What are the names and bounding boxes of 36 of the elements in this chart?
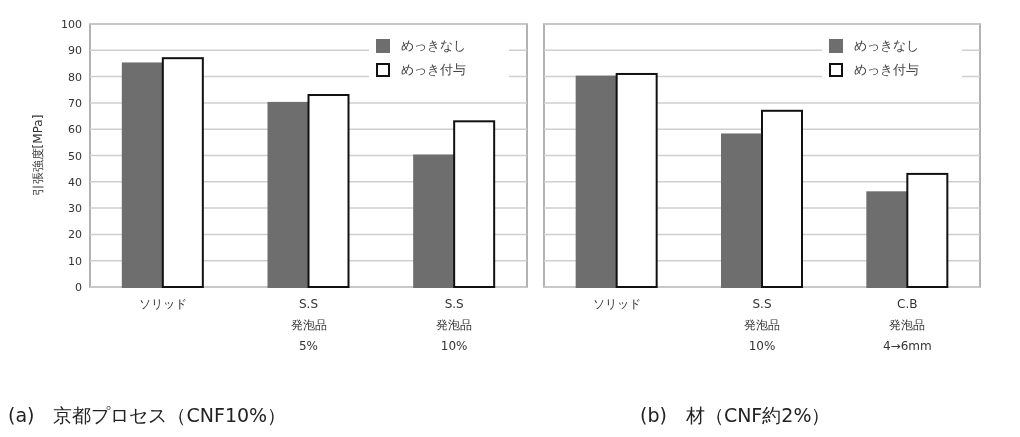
- y-tick-label: 50: [68, 149, 82, 163]
- legend-label: めっき付与: [854, 62, 919, 77]
- y-tick-label: 20: [68, 228, 82, 242]
- y-tick-label: 100: [61, 18, 82, 31]
- legend-label: めっきなし: [854, 38, 919, 53]
- bar: [453, 120, 496, 288]
- text: (b) 材（CNF約2%）: [640, 404, 831, 426]
- x-tick-label: ソリッド: [592, 297, 641, 311]
- legend-label: めっきなし: [401, 38, 466, 53]
- y-axis-title: 引張強度[MPa]: [31, 114, 45, 197]
- y-tick-label: 60: [68, 123, 82, 137]
- x-tick-label: ソリッド: [138, 297, 187, 311]
- bar: [413, 154, 456, 288]
- y-tick-label: 70: [68, 96, 82, 110]
- x-tick-label: S.S 発泡品 10%: [436, 297, 473, 353]
- bar: [307, 94, 350, 288]
- y-tick-label: 0: [75, 281, 82, 294]
- legend-label: めっき付与: [401, 62, 466, 77]
- text: (a) 京都プロセス（CNF10%）: [8, 404, 287, 426]
- bar: [121, 62, 164, 288]
- bar: [761, 109, 803, 288]
- bar: [161, 57, 204, 288]
- bar: [615, 72, 658, 288]
- y-tick-label: 40: [68, 175, 82, 189]
- bar: [721, 133, 763, 288]
- bar: [267, 101, 310, 288]
- bar: [906, 172, 949, 288]
- x-tick-label: S.S 発泡品 5%: [290, 297, 327, 353]
- y-tick-label: 10: [68, 254, 82, 268]
- bar: [866, 191, 909, 288]
- x-tick-label: S.S 発泡品 10%: [744, 297, 780, 353]
- y-tick-label: 30: [68, 202, 82, 216]
- y-tick-label: 90: [68, 44, 82, 58]
- x-tick-label: C.B 発泡品 4→6mm: [882, 297, 932, 353]
- y-tick-label: 80: [68, 70, 82, 84]
- bar: [575, 75, 618, 288]
